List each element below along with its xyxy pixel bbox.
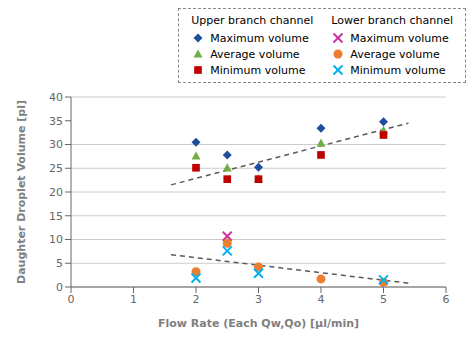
svg-text:25: 25 (49, 162, 63, 175)
html-text:Minimum volume: Minimum volume (210, 63, 306, 77)
svg-text:1: 1 (130, 293, 137, 306)
svg-text:Daughter Droplet Volume [pl]: Daughter Droplet Volume [pl] (15, 100, 28, 284)
svg-text:2: 2 (193, 293, 200, 306)
html-text:Average volume: Average volume (350, 47, 440, 61)
svg-text:35: 35 (49, 115, 63, 128)
svg-text:30: 30 (49, 138, 63, 151)
svg-text:3: 3 (255, 293, 262, 306)
html-text:Minimum volume: Minimum volume (350, 63, 446, 77)
svg-text:4: 4 (318, 293, 325, 306)
svg-text:0: 0 (56, 281, 63, 294)
svg-text:5: 5 (380, 293, 387, 306)
svg-text:6: 6 (443, 293, 450, 306)
svg-text:Flow Rate (Each Qw,Qo) [μl/min: Flow Rate (Each Qw,Qo) [μl/min] (158, 317, 359, 330)
html-text:Maximum volume: Maximum volume (210, 31, 309, 45)
svg-text:40: 40 (49, 91, 63, 104)
svg-text:15: 15 (49, 210, 63, 223)
html-text:Lower branch channel: Lower branch channel (331, 14, 453, 27)
svg-text:20: 20 (49, 186, 63, 199)
html-text:Maximum volume: Maximum volume (350, 31, 449, 45)
html-text:Upper branch channel: Upper branch channel (191, 14, 314, 27)
svg-text:10: 10 (49, 233, 63, 246)
svg-text:5: 5 (56, 257, 63, 270)
html-text:Average volume: Average volume (210, 47, 300, 61)
svg-text:0: 0 (68, 293, 75, 306)
